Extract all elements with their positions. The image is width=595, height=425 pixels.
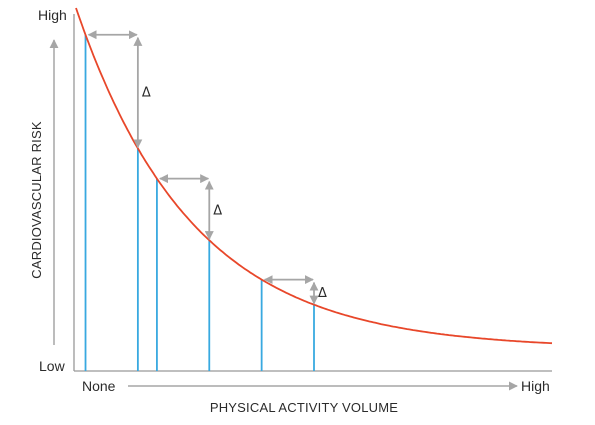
delta-label-3: Δ: [318, 286, 327, 301]
x-axis-none-label: None: [82, 378, 116, 394]
x-axis-title: PHYSICAL ACTIVITY VOLUME: [210, 400, 398, 415]
risk-curve: [75, 7, 553, 345]
y-axis-high-label: High: [38, 7, 67, 23]
y-axis-low-label: Low: [39, 358, 66, 374]
y-axis-title: CARDIOVASCULAR RISK: [29, 121, 44, 279]
x-axis-high-label: High: [521, 378, 550, 394]
delta-label-1: Δ: [142, 86, 151, 101]
delta-label-2: Δ: [213, 203, 222, 218]
